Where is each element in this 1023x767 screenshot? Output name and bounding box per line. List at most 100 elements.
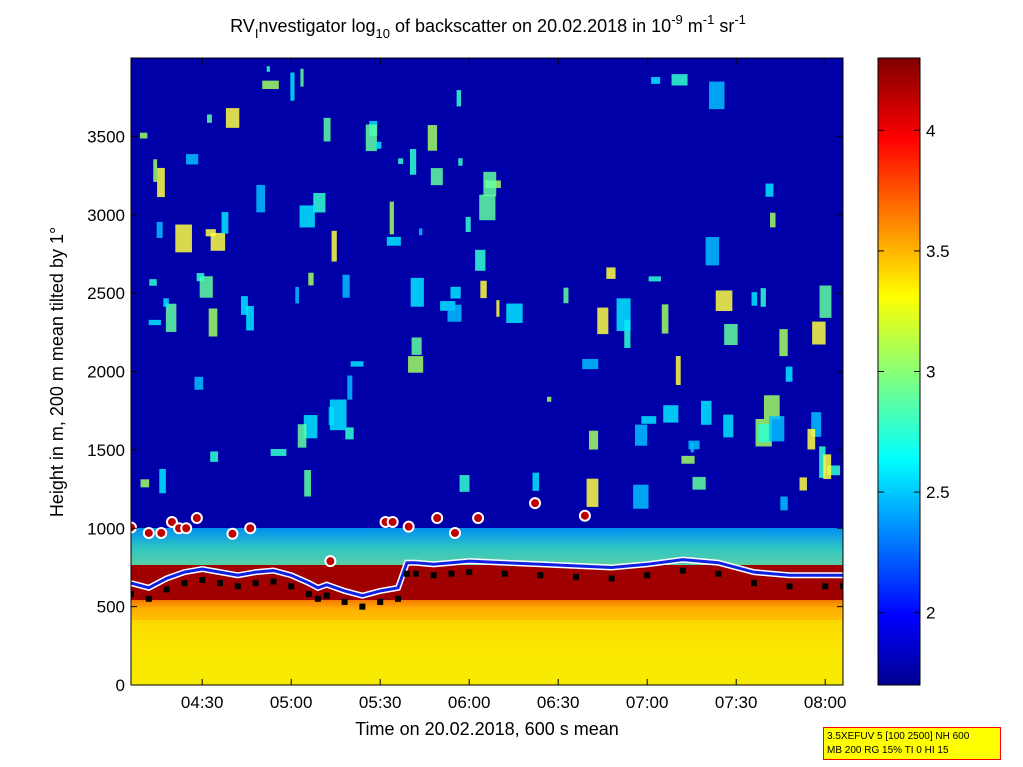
layer-marker — [501, 570, 508, 577]
layer-marker — [323, 592, 330, 599]
cloud-patch — [140, 479, 150, 488]
cloud-patch — [221, 212, 229, 234]
cloud-patch — [347, 375, 353, 400]
cloud-patch — [779, 329, 788, 357]
cloud-patch — [266, 66, 270, 72]
cloud-base-marker — [448, 526, 461, 539]
cloud-patch — [186, 154, 199, 165]
cloud-patch — [811, 412, 822, 437]
cloud-patch — [671, 74, 688, 86]
cloud-patch — [651, 77, 661, 84]
x-tick-label: 05:30 — [359, 693, 402, 712]
y-tick-label: 1500 — [87, 441, 125, 460]
cloud-patch — [483, 171, 497, 197]
cloud-patch — [342, 274, 350, 298]
cloud-base-marker — [155, 526, 168, 539]
cloud-patch — [430, 168, 443, 186]
cloud-patch — [304, 470, 312, 497]
cloud-patch — [149, 279, 157, 286]
cloud-patch — [780, 496, 788, 511]
layer-marker — [466, 569, 473, 576]
cloud-patch — [597, 307, 609, 335]
chart-title: RVInvestigator log10 of backscatter on 2… — [230, 12, 746, 41]
cloud-base-marker — [578, 509, 591, 522]
cloud-patch — [205, 229, 216, 237]
cloud-patch — [256, 184, 266, 213]
cloud-patch — [641, 416, 657, 424]
colorbar-tick-label: 3 — [926, 363, 935, 382]
layer-marker — [314, 595, 321, 602]
upper-clouds — [139, 66, 840, 511]
cloud-patch — [365, 124, 377, 152]
colorbar-tick-label: 2 — [926, 604, 935, 623]
colorbar — [878, 58, 920, 685]
cloud-patch — [606, 267, 616, 279]
cloud-patch — [765, 183, 774, 197]
cloud-patch — [465, 216, 471, 232]
cloud-patch — [709, 81, 725, 110]
cloud-patch — [479, 194, 496, 221]
cloud-patch — [563, 287, 569, 304]
cloud-base-marker — [324, 555, 337, 568]
layer-marker — [751, 580, 757, 587]
cloud-patch — [661, 304, 669, 334]
cloud-patch — [409, 149, 417, 175]
cloud-patch — [163, 298, 169, 307]
x-tick-label: 05:00 — [270, 693, 313, 712]
cloud-patch — [199, 276, 213, 298]
cloud-patch — [165, 303, 177, 332]
cloud-patch — [447, 304, 462, 322]
cloud-patch — [246, 305, 254, 331]
cloud-patch — [450, 286, 461, 299]
layer-marker — [573, 573, 579, 580]
layer-marker — [341, 598, 348, 605]
cloud-patch — [819, 446, 826, 478]
cloud-patch — [345, 427, 354, 440]
cloud-patch — [480, 280, 487, 299]
cloud-patch — [323, 117, 331, 142]
layer-marker — [395, 595, 401, 602]
y-tick-label: 0 — [116, 676, 125, 695]
cloud-patch — [411, 337, 422, 355]
layer-marker — [234, 583, 241, 590]
cloud-patch — [389, 201, 394, 235]
cloud-base-marker — [529, 497, 542, 510]
cloud-patch — [290, 72, 295, 101]
cloud-patch — [692, 476, 706, 490]
cloud-patch — [270, 448, 287, 456]
cloud-patch — [758, 424, 772, 443]
cloud-patch — [408, 356, 424, 373]
cloud-patch — [398, 158, 404, 165]
cloud-patch — [297, 424, 307, 448]
cloud-patch — [475, 249, 486, 271]
y-tick-label: 3500 — [87, 127, 125, 146]
y-tick-label: 2500 — [87, 284, 125, 303]
cloud-base-marker — [402, 520, 415, 533]
cloud-patch — [496, 300, 500, 317]
cloud-patch — [681, 455, 695, 464]
x-axis: 04:30 05:00 05:30 06:00 06:30 07:00 07:30 08:00 — [181, 58, 846, 712]
cloud-patch — [635, 424, 648, 446]
layer-marker — [786, 583, 793, 590]
cloud-patch — [240, 296, 248, 315]
cloud-patch — [194, 376, 204, 390]
y-tick-label: 2000 — [87, 363, 125, 382]
cloud-patch — [458, 158, 463, 166]
cloud-patch — [723, 414, 734, 438]
cloud-patch — [350, 361, 364, 367]
x-tick-label: 06:30 — [537, 693, 580, 712]
cloud-patch — [313, 192, 326, 213]
cloud-patch — [770, 212, 776, 228]
y-axis-label: Height in m, 200 m mean tilted by 1° — [47, 227, 67, 517]
cloud-patch — [196, 273, 205, 282]
x-axis-label: Time on 20.02.2018, 600 s mean — [355, 719, 619, 739]
cloud-patch — [375, 141, 382, 149]
heatmap-area — [131, 58, 843, 685]
x-tick-label: 07:30 — [715, 693, 758, 712]
layer-marker — [822, 583, 829, 590]
cloud-patch — [210, 232, 226, 251]
cloud-patch — [582, 358, 599, 370]
layer-marker — [181, 580, 188, 587]
cloud-patch — [459, 475, 470, 492]
